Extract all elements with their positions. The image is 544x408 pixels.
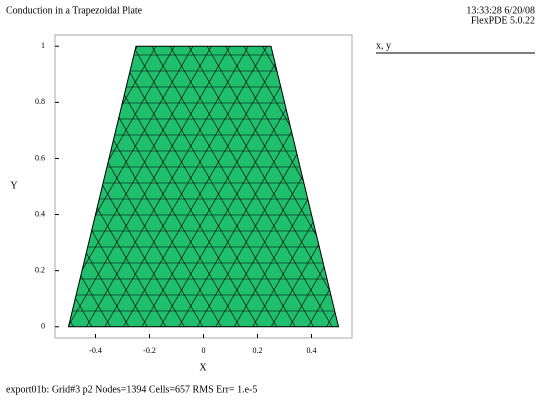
- mesh-line: [68, 46, 155, 327]
- mesh-line: [394, 35, 544, 338]
- mesh-line: [311, 46, 339, 327]
- mesh-line: [0, 35, 52, 338]
- mesh-line: [181, 46, 339, 327]
- mesh-line: [200, 46, 339, 327]
- x-tick-label: 0: [202, 346, 206, 355]
- footer: export01b: Grid#3 p2 Nodes=1394 Cells=65…: [6, 384, 257, 395]
- mesh-line: [126, 46, 302, 327]
- mesh-line: [68, 46, 237, 327]
- y-tick-label: 0.4: [35, 209, 45, 218]
- mesh-line: [319, 46, 339, 327]
- domain: [68, 46, 339, 327]
- mesh-line: [264, 46, 339, 327]
- mesh-line: [68, 46, 210, 327]
- legend-label: x, y: [376, 40, 391, 51]
- mesh-line: [0, 35, 43, 338]
- mesh-line: [376, 35, 544, 338]
- mesh-line: [486, 35, 544, 338]
- chart-title: Conduction in a Trapezoidal Plate: [6, 5, 143, 16]
- mesh-line: [282, 46, 339, 327]
- timestamp: 13:33:28 6/20/08: [466, 5, 535, 16]
- mesh-line: [338, 46, 339, 327]
- mesh-line: [496, 35, 544, 338]
- mesh-line: [301, 46, 339, 327]
- mesh-line: [478, 35, 544, 338]
- mesh-line: [68, 46, 200, 327]
- mesh-line: [533, 35, 544, 338]
- mesh-line: [116, 46, 293, 327]
- mesh-line: [329, 46, 339, 327]
- mesh-line: [441, 35, 544, 338]
- mesh-line: [431, 35, 544, 338]
- mesh-line: [422, 35, 544, 338]
- x-tick-label: 0.4: [307, 346, 317, 355]
- y-tick-label: 0.6: [35, 153, 45, 162]
- mesh-line: [367, 35, 542, 338]
- software: FlexPDE 5.0.22: [471, 15, 535, 26]
- mesh-line: [144, 46, 321, 327]
- mesh-line: [68, 46, 192, 327]
- y-axis-label: Y: [10, 180, 17, 191]
- mesh-line: [348, 35, 523, 338]
- mesh-line: [515, 35, 544, 338]
- mesh-line: [449, 35, 544, 338]
- x-axis-label: X: [199, 362, 207, 373]
- mesh-line: [357, 35, 532, 338]
- mesh-line: [385, 35, 544, 338]
- x-tick-label: -0.4: [89, 346, 102, 355]
- mesh-line: [163, 46, 339, 327]
- mesh-line: [459, 35, 544, 338]
- y-tick-label: 0: [41, 322, 45, 331]
- domain-outline: [67, 45, 340, 328]
- mesh-line: [68, 46, 118, 327]
- mesh-line: [98, 46, 274, 327]
- mesh-line: [412, 35, 544, 338]
- mesh-line: [404, 35, 544, 338]
- mesh-line: [0, 35, 6, 338]
- x-tick-label: 0.2: [253, 346, 263, 355]
- mesh-line: [505, 35, 544, 338]
- mesh-line: [68, 46, 136, 327]
- x-tick-label: -0.2: [143, 346, 156, 355]
- y-tick-label: 1: [41, 41, 45, 50]
- y-tick-label: 0.8: [35, 97, 45, 106]
- y-tick-label: 0.2: [35, 265, 45, 274]
- mesh-line: [208, 46, 339, 327]
- mesh-line: [107, 46, 284, 327]
- mesh-line: [0, 35, 61, 338]
- mesh-line: [523, 35, 544, 338]
- mesh-line: [79, 46, 256, 327]
- mesh-line: [468, 35, 544, 338]
